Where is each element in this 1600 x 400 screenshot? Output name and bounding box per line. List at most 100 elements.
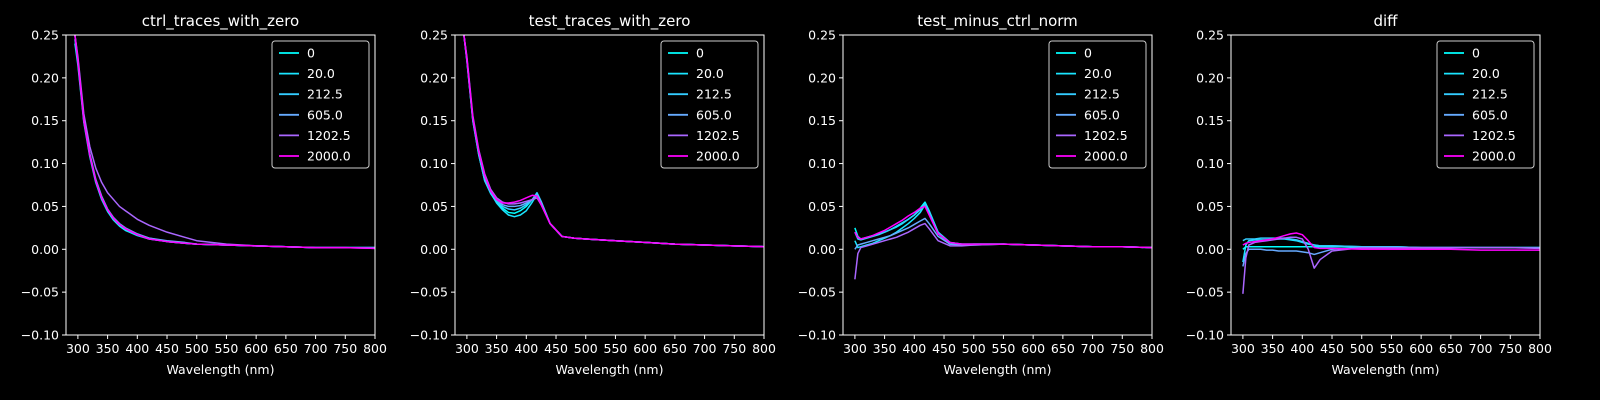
subplot-2: 300 350 400 450 500 550 600 650 700 750 800 −0.10 −0… [410, 12, 776, 377]
x-axis-label: Wavelength (nm) [1332, 362, 1440, 377]
legend-label: 2000.0 [1084, 149, 1128, 164]
x-tick-label: 500 [962, 341, 986, 356]
series-line-1202.5 [1242, 236, 1540, 294]
legend-label: 605.0 [696, 107, 732, 122]
chart-title: test_minus_ctrl_norm [917, 12, 1078, 31]
legend-label: 212.5 [696, 87, 732, 102]
series-line-2000.0 [854, 205, 1152, 249]
y-tick-label: 0.15 [31, 113, 59, 128]
x-tick-label: 650 [1051, 341, 1075, 356]
y-tick-label: 0.25 [1196, 28, 1224, 43]
y-tick-label: 0.05 [1196, 199, 1224, 214]
legend-label: 212.5 [1472, 87, 1508, 102]
x-tick-label: 800 [1528, 341, 1552, 356]
legend-label: 20.0 [307, 66, 335, 81]
y-tick-label: 0.25 [808, 28, 836, 43]
x-tick-label: 700 [304, 341, 328, 356]
y-tick-label: 0.15 [808, 113, 836, 128]
y-tick-label: 0.20 [420, 70, 448, 85]
x-tick-label: 300 [1231, 341, 1255, 356]
x-axis-label: Wavelength (nm) [556, 362, 664, 377]
x-tick-label: 800 [752, 341, 776, 356]
x-tick-label: 550 [215, 341, 239, 356]
y-tick-label: 0.00 [1196, 242, 1224, 257]
subplot-1: 300 350 400 450 500 550 600 650 700 750 800 −0.10 −0… [21, 12, 387, 377]
legend-label: 605.0 [307, 107, 343, 122]
y-tick-label: 0.20 [31, 70, 59, 85]
legend-label: 20.0 [1084, 66, 1112, 81]
series-group [463, 35, 764, 248]
legend-label: 212.5 [1084, 87, 1120, 102]
subplot-4: 300 350 400 450 500 550 600 650 700 750 800 −0.10 −0… [1186, 12, 1552, 377]
y-tick-label: −0.05 [798, 285, 836, 300]
y-tick-label: 0.00 [808, 242, 836, 257]
y-tick-label: −0.10 [410, 328, 448, 343]
x-tick-label: 350 [96, 341, 120, 356]
legend-label: 0 [1472, 46, 1480, 61]
series-line-2000.0 [1242, 232, 1540, 251]
legend-label: 2000.0 [307, 149, 351, 164]
x-tick-label: 400 [514, 341, 538, 356]
x-tick-label: 350 [1261, 341, 1285, 356]
y-tick-label: 0.10 [1196, 156, 1224, 171]
y-tick-label: 0.15 [420, 113, 448, 128]
axes-frame [1230, 34, 1541, 336]
chart-title: diff [1373, 12, 1398, 30]
x-tick-label: 750 [1110, 341, 1134, 356]
legend-label: 20.0 [696, 66, 724, 81]
x-tick-label: 550 [604, 341, 628, 356]
y-tick-label: 0.15 [1196, 113, 1224, 128]
y-tick-label: 0.20 [1196, 70, 1224, 85]
y-tick-label: 0.10 [31, 156, 59, 171]
y-tick-label: 0.10 [420, 156, 448, 171]
legend-label: 0 [307, 46, 315, 61]
x-tick-label: 350 [485, 341, 509, 356]
legend-label: 2000.0 [1472, 149, 1516, 164]
legend: 0 20.0 212.5 605.0 1202.5 2000.0 [660, 40, 759, 169]
x-tick-label: 750 [1498, 341, 1522, 356]
legend-label: 0 [696, 46, 704, 61]
x-tick-label: 500 [1350, 341, 1374, 356]
x-tick-label: 600 [633, 341, 657, 356]
x-tick-label: 600 [1409, 341, 1433, 356]
y-tick-label: 0.00 [31, 242, 59, 257]
axes-frame [65, 34, 376, 336]
x-axis-label: Wavelength (nm) [944, 362, 1052, 377]
y-tick-label: −0.05 [410, 285, 448, 300]
y-tick-label: −0.10 [798, 328, 836, 343]
x-tick-label: 400 [902, 341, 926, 356]
x-tick-label: 500 [185, 341, 209, 356]
series-line-2000.0 [74, 35, 375, 250]
x-tick-label: 550 [992, 341, 1016, 356]
series-line-2000.0 [463, 35, 764, 248]
series-group [854, 201, 1152, 280]
x-tick-label: 450 [544, 341, 568, 356]
x-tick-label: 300 [843, 341, 867, 356]
legend: 0 20.0 212.5 605.0 1202.5 2000.0 [271, 40, 370, 169]
x-tick-label: 650 [274, 341, 298, 356]
legend-label: 605.0 [1472, 107, 1508, 122]
x-tick-label: 750 [333, 341, 357, 356]
x-tick-label: 600 [1021, 341, 1045, 356]
x-tick-label: 800 [363, 341, 387, 356]
legend-label: 1202.5 [1472, 128, 1516, 143]
x-tick-label: 450 [155, 341, 179, 356]
chart-title: test_traces_with_zero [529, 12, 691, 31]
y-tick-label: 0.00 [420, 242, 448, 257]
legend-label: 212.5 [307, 87, 343, 102]
x-tick-label: 400 [125, 341, 149, 356]
axes-frame [454, 34, 765, 336]
chart-title: ctrl_traces_with_zero [142, 12, 299, 31]
legend-label: 0 [1084, 46, 1092, 61]
y-tick-label: 0.05 [808, 199, 836, 214]
x-tick-label: 450 [932, 341, 956, 356]
x-tick-label: 800 [1140, 341, 1164, 356]
y-tick-label: 0.10 [808, 156, 836, 171]
x-tick-label: 750 [722, 341, 746, 356]
legend-label: 2000.0 [696, 149, 740, 164]
series-group [1242, 232, 1540, 294]
x-tick-label: 700 [1469, 341, 1493, 356]
y-tick-label: −0.10 [21, 328, 59, 343]
legend-label: 605.0 [1084, 107, 1120, 122]
